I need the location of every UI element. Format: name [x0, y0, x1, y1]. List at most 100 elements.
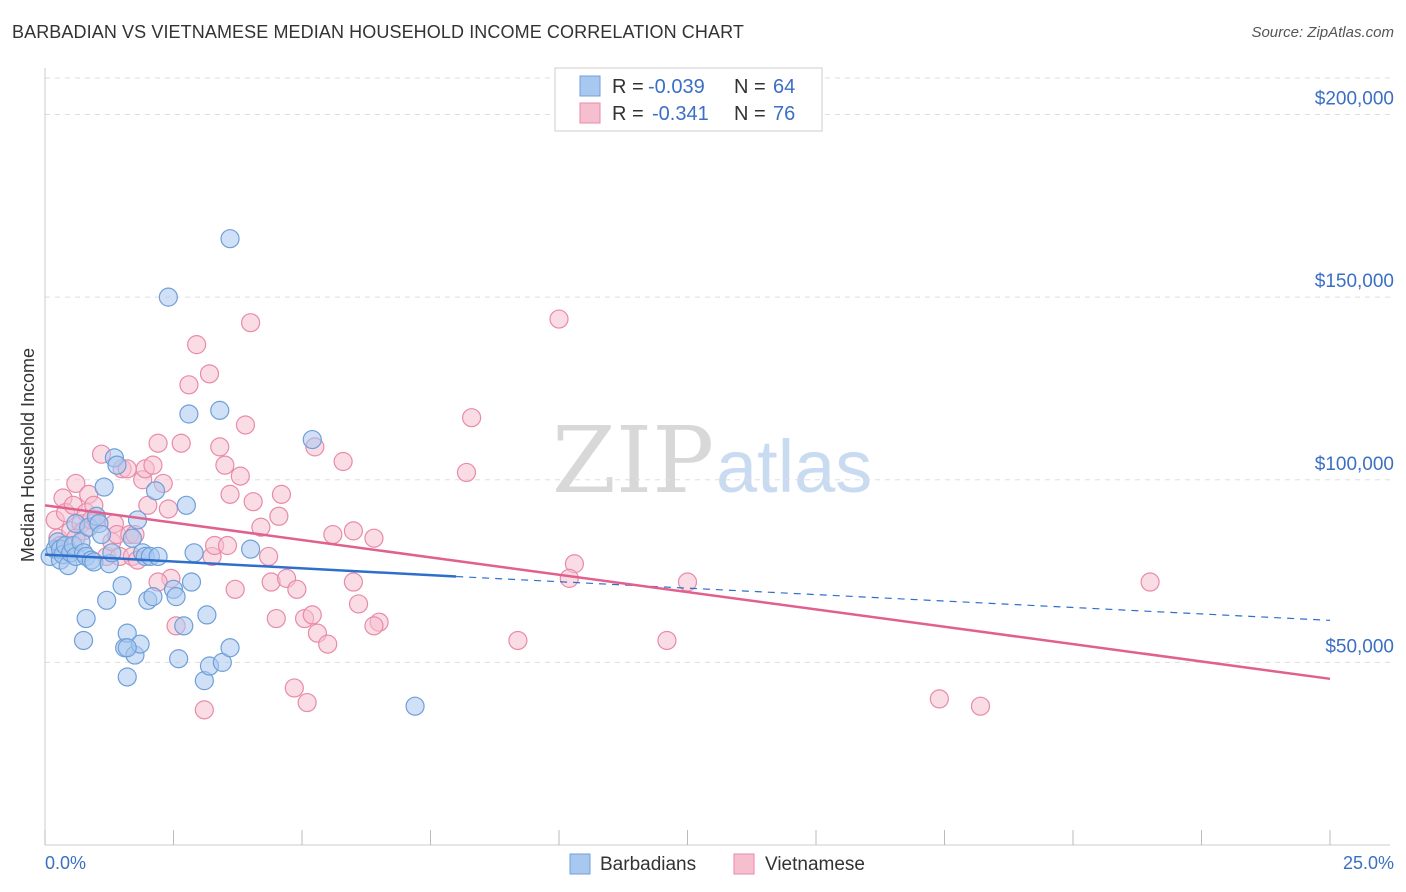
legend-swatch-vietnamese: [579, 102, 601, 124]
vietnamese-point: [508, 630, 528, 651]
vietnamese-point: [343, 572, 363, 592]
stats-legend: R = -0.039 N = 64 R = -0.341 N = 76: [554, 67, 823, 132]
legend-r-value-barbadians: -0.039: [648, 76, 705, 98]
vietnamese-point: [549, 309, 569, 329]
barbadian-point: [179, 404, 199, 424]
vietnamese-point: [657, 630, 677, 651]
vietnamese-point: [348, 594, 369, 614]
barbadian-point: [76, 608, 96, 629]
barbadian-point: [220, 638, 240, 658]
barbadian-point: [145, 481, 166, 501]
barbadian-point: [112, 576, 132, 596]
vietnamese-point: [187, 335, 207, 355]
vietnamese-point: [343, 521, 363, 541]
barbadian-point: [302, 429, 322, 450]
barbadian-point: [127, 510, 148, 530]
vietnamese-point: [970, 696, 991, 716]
vietnamese-point: [143, 455, 163, 475]
vietnamese-point: [215, 455, 235, 475]
vietnamese-point: [241, 313, 261, 333]
y-tick-label: $150,000: [1315, 271, 1394, 292]
vietnamese-point: [559, 568, 579, 588]
series-legend: Barbadians Vietnamese: [569, 853, 865, 875]
y-axis-label: Median Household Income: [18, 348, 38, 562]
vietnamese-point: [251, 517, 271, 537]
legend-n-value-barbadians: 64: [773, 76, 795, 98]
legend-r-label-vietnamese: R =: [612, 103, 644, 125]
vietnamese-point: [364, 616, 384, 636]
vietnamese-point: [456, 462, 477, 483]
barbadian-point: [91, 524, 112, 545]
vietnamese-point: [302, 605, 322, 625]
vietnamese-point: [266, 608, 286, 629]
vietnamese-point: [158, 499, 178, 519]
legend-swatch-barbadians: [579, 75, 601, 97]
barbadian-point: [241, 539, 261, 559]
y-tick-label: $100,000: [1315, 454, 1394, 475]
vietnamese-point: [287, 579, 307, 599]
barbadian-point: [117, 667, 137, 687]
vietnamese-point: [297, 692, 317, 713]
barbadian-point: [97, 590, 117, 610]
vietnamese-point: [364, 528, 384, 548]
watermark-atlas: atlas: [716, 425, 872, 508]
grid-lines: [45, 77, 1392, 663]
barbadian-point: [143, 587, 163, 607]
vietnamese-point: [217, 535, 238, 556]
legend-n-label-barbadians: N =: [734, 76, 766, 98]
series-legend-swatch-barbadians: [569, 853, 591, 875]
barbadian-point: [122, 528, 142, 548]
vietnamese-point: [220, 484, 240, 504]
y-axis-tick-labels: $50,000 $100,000 $150,000 $200,000: [1315, 89, 1394, 658]
vietnamese-point: [318, 634, 338, 654]
barbadian-point: [405, 696, 425, 716]
series-legend-label-barbadians: Barbadians: [600, 854, 696, 875]
vietnamese-points: [45, 309, 1160, 720]
vietnamese-point: [210, 437, 230, 457]
barbadian-point: [169, 649, 189, 669]
vietnamese-point: [258, 546, 279, 567]
legend-n-value-vietnamese: 76: [773, 103, 795, 125]
legend-r-value-vietnamese: -0.341: [652, 103, 709, 125]
vietnamese-point: [333, 451, 353, 472]
barbadian-point: [148, 546, 168, 567]
barbadian-point: [184, 543, 204, 563]
barbadian-point: [174, 616, 194, 636]
vietnamese-point: [171, 433, 191, 453]
barbadian-point: [210, 400, 230, 420]
vietnamese-point: [194, 700, 214, 720]
series-legend-swatch-vietnamese: [733, 853, 755, 875]
barbadian-point: [197, 605, 217, 625]
vietnamese-trend-line: [44, 504, 1331, 681]
vietnamese-point: [1140, 572, 1160, 592]
barbadians-trend-extension: [456, 575, 1331, 621]
barbadian-point: [117, 638, 137, 658]
x-tick-label-max: 25.0%: [1343, 853, 1394, 873]
vietnamese-point: [929, 689, 949, 709]
barbadian-point: [73, 630, 94, 651]
y-tick-label: $50,000: [1325, 636, 1394, 657]
legend-r-label-barbadians: R =: [612, 76, 644, 98]
vietnamese-point: [148, 433, 168, 453]
barbadian-point: [176, 495, 196, 515]
barbadian-point: [166, 587, 186, 607]
vietnamese-point: [271, 484, 292, 504]
barbadians-trend-line: [44, 553, 457, 578]
barbadian-point: [220, 229, 240, 249]
source-label: Source: ZipAtlas.com: [1251, 24, 1394, 41]
series-legend-label-vietnamese: Vietnamese: [765, 854, 865, 875]
chart-title: BARBADIAN VS VIETNAMESE MEDIAN HOUSEHOLD…: [12, 22, 744, 42]
vietnamese-point: [284, 678, 304, 698]
vietnamese-point: [235, 415, 256, 435]
vietnamese-point: [225, 579, 245, 599]
barbadian-point: [158, 287, 178, 307]
vietnamese-point: [323, 524, 343, 545]
watermark-zip: ZIP: [552, 407, 714, 514]
vietnamese-point: [243, 492, 263, 512]
barbadian-point: [181, 572, 202, 592]
barbadian-point: [107, 455, 127, 475]
trend-lines: [44, 504, 1331, 681]
vietnamese-point: [269, 506, 289, 526]
vietnamese-point: [66, 473, 86, 494]
